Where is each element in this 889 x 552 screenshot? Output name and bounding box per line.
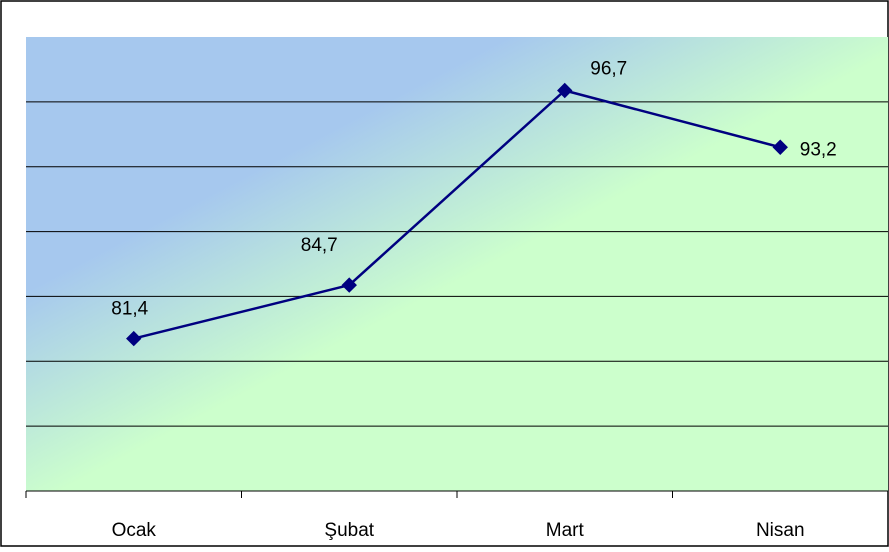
gridlines [26, 101, 888, 427]
data-point-marker [772, 139, 788, 155]
x-tick-label: Ocak [112, 520, 157, 541]
x-tick-label: Mart [546, 520, 585, 541]
data-label: 96,7 [590, 59, 627, 80]
plot-area [26, 37, 888, 491]
data-label: 84,7 [301, 235, 338, 256]
data-point-marker [126, 330, 142, 347]
data-label: 81,4 [111, 299, 148, 320]
x-tick-label: Nisan [756, 520, 805, 541]
x-axis: Ocak Şubat Mart Nisan [25, 490, 889, 541]
series-line-group [126, 82, 788, 347]
x-tick-label: Şubat [324, 520, 374, 541]
data-point-marker [557, 82, 573, 99]
series-line [133, 89, 781, 340]
data-labels: 81,4 84,7 96,7 93,2 [111, 59, 836, 320]
data-point-marker [341, 277, 357, 293]
data-label: 93,2 [800, 139, 837, 160]
